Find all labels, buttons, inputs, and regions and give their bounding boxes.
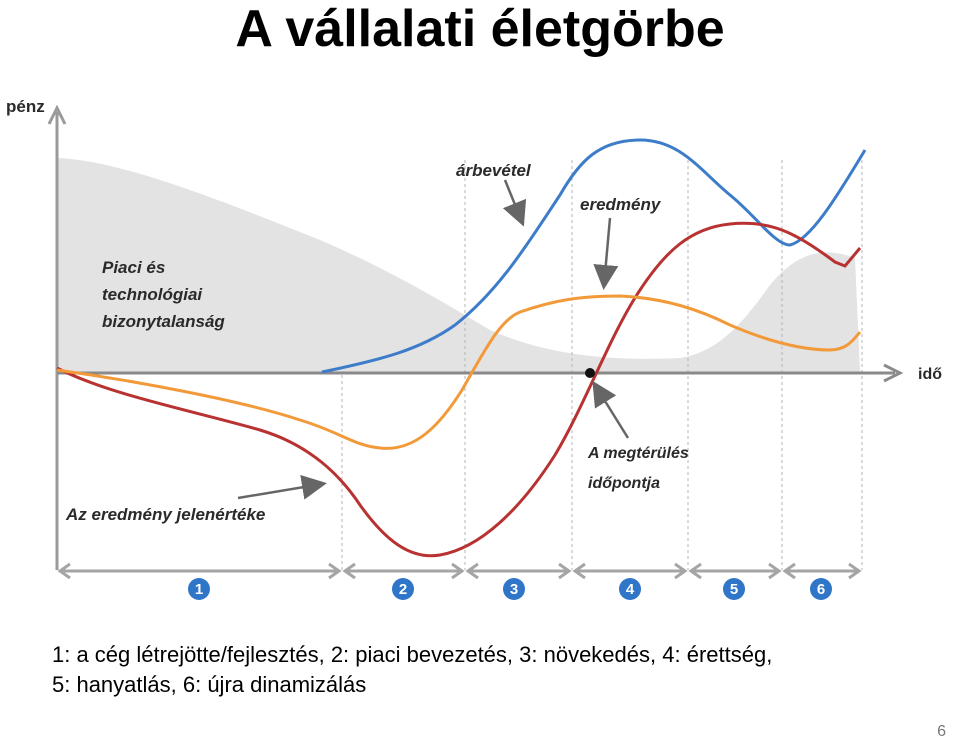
revenue-curve <box>321 138 867 374</box>
result-label: eredmény <box>580 195 662 214</box>
payback-label-line1: A megtérülés <box>587 445 689 462</box>
present-value-curve <box>56 294 862 450</box>
axes <box>47 104 904 570</box>
x-axis-label: idő <box>918 366 942 383</box>
phase-number: 1 <box>195 581 203 598</box>
caption-line-2: 5: hanyatlás, 6: újra dinamizálás <box>52 672 367 697</box>
phase-number: 2 <box>399 581 407 598</box>
page-number: 6 <box>937 723 946 740</box>
phase-badge-3: 3 <box>503 578 525 600</box>
uncertainty-label-line2: technológiai <box>102 285 203 304</box>
caption-line-1: 1: a cég létrejötte/fejlesztés, 2: piaci… <box>52 642 773 667</box>
revenue-arrow <box>502 179 527 227</box>
present-value-arrow <box>237 474 327 500</box>
phase-number: 4 <box>626 581 635 598</box>
uncertainty-area <box>57 158 860 372</box>
phase-caption: 1: a cég létrejötte/fejlesztés, 2: piaci… <box>52 640 932 700</box>
phase-badge-5: 5 <box>723 578 745 600</box>
y-axis-label: pénz <box>6 97 45 116</box>
phase-number: 5 <box>730 581 738 598</box>
phase-badge-6: 6 <box>810 578 832 600</box>
present-value-label: Az eredmény jelenértéke <box>65 505 265 524</box>
payback-arrow <box>592 380 630 439</box>
payback-point <box>585 368 595 378</box>
uncertainty-label-line1: Piaci és <box>102 258 165 277</box>
phase-number: 3 <box>510 581 518 598</box>
result-arrow <box>593 217 619 290</box>
phase-badge-4: 4 <box>619 578 641 600</box>
phase-number: 6 <box>817 581 825 598</box>
phase-spans <box>57 562 862 580</box>
revenue-label: árbevétel <box>456 161 532 180</box>
phase-badge-1: 1 <box>188 578 210 600</box>
uncertainty-label-line3: bizonytalanság <box>102 312 225 331</box>
phase-dividers <box>341 160 863 570</box>
lifecycle-diagram: pénz idő Piaci és technológiai bizonytal… <box>6 97 942 600</box>
slide-title: A vállalati életgörbe <box>235 0 725 58</box>
phase-badge-2: 2 <box>392 578 414 600</box>
payback-label-line2: időpontja <box>588 475 660 492</box>
result-curve <box>56 221 862 558</box>
